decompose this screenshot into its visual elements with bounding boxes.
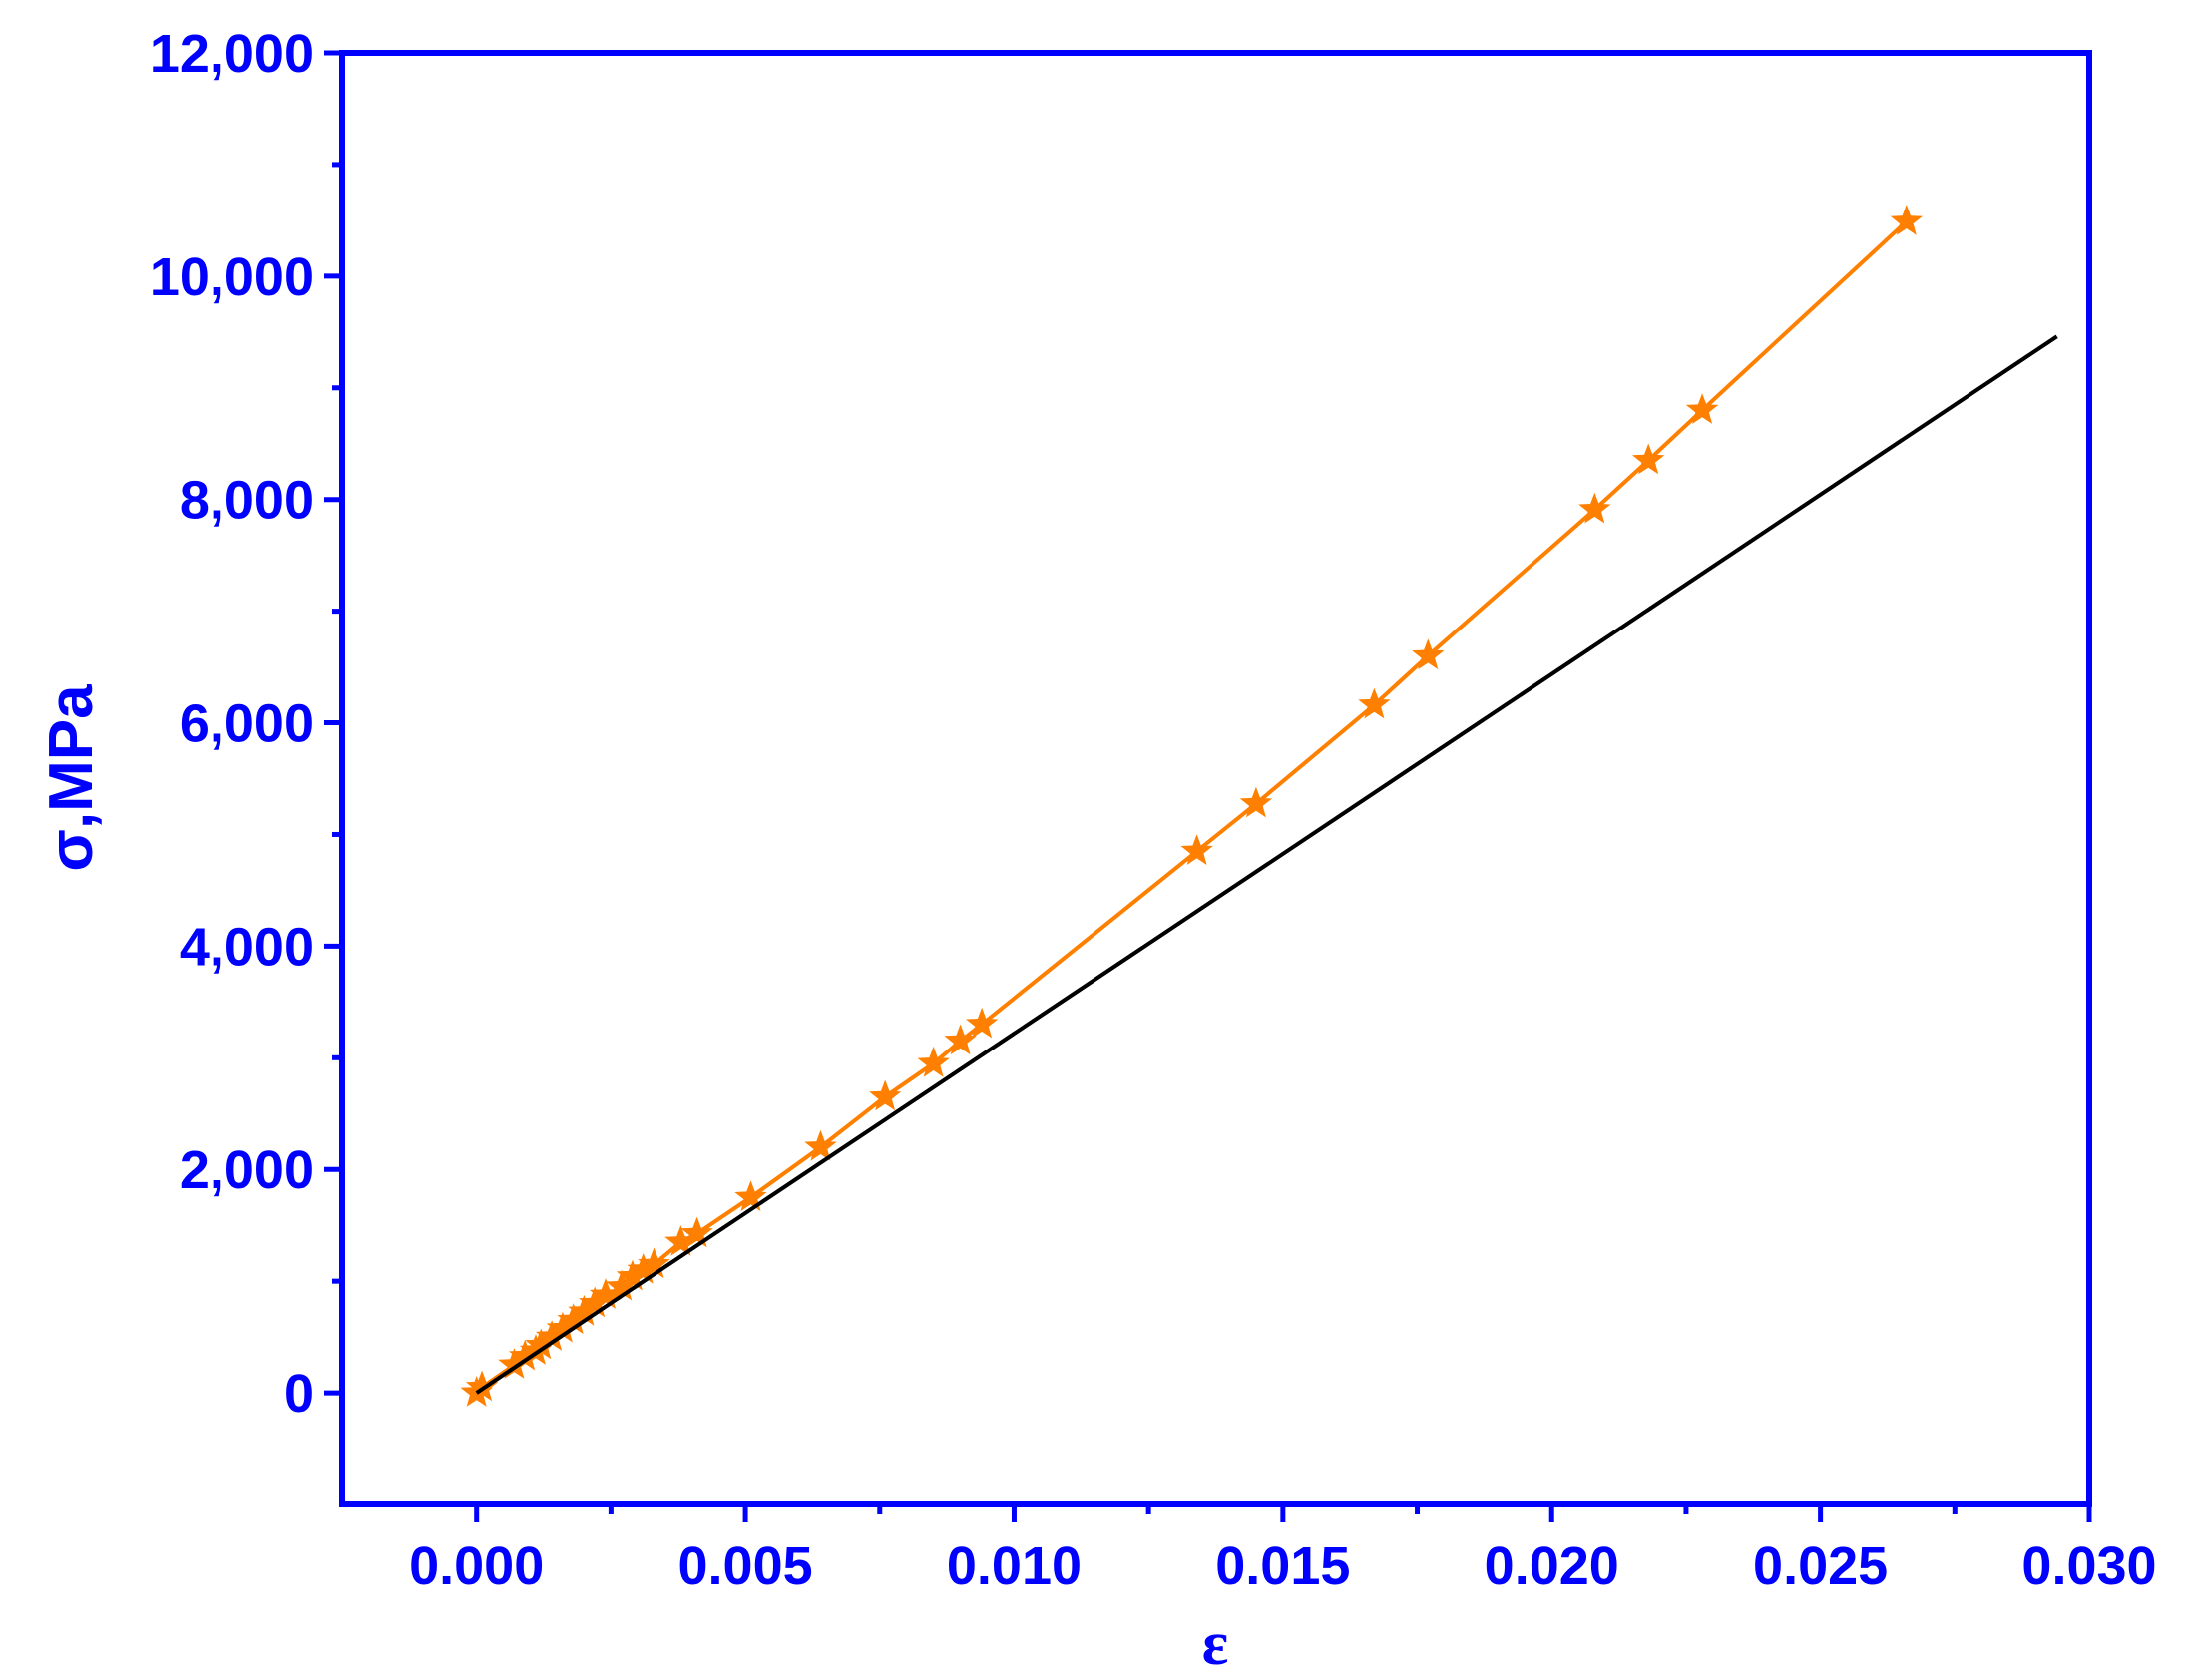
star-marker	[568, 1294, 601, 1326]
star-marker	[804, 1129, 837, 1161]
star-marker	[1632, 443, 1665, 475]
star-marker	[627, 1253, 659, 1284]
x-axis-label: ε	[1202, 1610, 1229, 1678]
y-tick-label: 4,000	[180, 917, 314, 977]
y-tick-label: 2,000	[180, 1140, 314, 1200]
y-tick-label: 8,000	[180, 471, 314, 531]
star-marker	[509, 1339, 542, 1371]
star-marker	[638, 1247, 670, 1279]
y-tick-label: 0	[284, 1364, 314, 1424]
star-marker	[1358, 687, 1391, 719]
y-axis-label: σ,MPa	[37, 684, 106, 872]
y-tick-label: 6,000	[180, 694, 314, 754]
star-marker	[579, 1286, 612, 1318]
series-line	[475, 334, 2058, 1395]
star-marker	[1412, 638, 1445, 670]
x-tick-label: 0.020	[1485, 1536, 1619, 1596]
star-marker	[869, 1079, 902, 1111]
x-tick-label: 0.005	[678, 1536, 813, 1596]
x-tick-label: 0.015	[1215, 1536, 1350, 1596]
star-marker	[1578, 492, 1611, 524]
star-marker	[1180, 834, 1213, 865]
x-tick-label: 0.000	[409, 1536, 544, 1596]
star-marker	[606, 1269, 639, 1301]
star-marker	[498, 1348, 531, 1379]
star-marker	[465, 1370, 499, 1402]
star-marker	[917, 1046, 950, 1077]
star-marker	[1685, 393, 1719, 424]
y-tick-label: 12,000	[150, 24, 314, 84]
star-marker	[1890, 205, 1923, 235]
star-marker	[557, 1303, 590, 1335]
star-marker	[589, 1278, 623, 1309]
star-marker	[966, 1007, 999, 1039]
star-marker	[546, 1311, 580, 1343]
star-marker	[525, 1328, 558, 1360]
star-marker	[1239, 786, 1273, 818]
y-tick-label: 10,000	[150, 247, 314, 307]
plot-frame	[339, 50, 2092, 1507]
star-marker	[680, 1216, 713, 1248]
star-marker	[734, 1180, 767, 1211]
star-marker	[616, 1259, 650, 1291]
x-tick-label: 0.030	[2021, 1536, 2156, 1596]
star-marker	[944, 1024, 977, 1055]
star-marker	[664, 1225, 697, 1256]
x-tick-label: 0.010	[947, 1536, 1082, 1596]
star-marker	[536, 1320, 569, 1351]
series-line	[475, 219, 1909, 1395]
x-tick-label: 0.025	[1753, 1536, 1888, 1596]
